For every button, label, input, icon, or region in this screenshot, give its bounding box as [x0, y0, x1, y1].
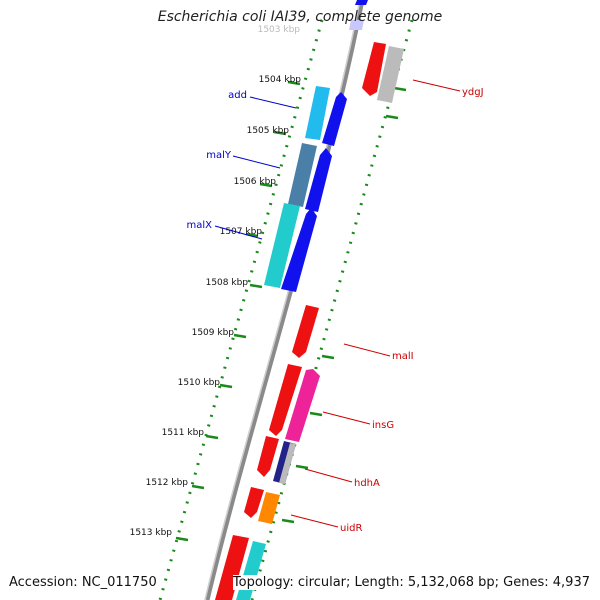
- scale-label-1508: 1508 kbp: [206, 278, 249, 288]
- gene-connectors-left: [214, 96, 297, 240]
- gene-label-malX[interactable]: malX: [187, 220, 213, 231]
- scale-label-1513: 1513 kbp: [130, 528, 173, 538]
- gene-feature-gray-ydgJ[interactable]: [377, 46, 404, 103]
- gene-feature-blue-3[interactable]: [281, 208, 317, 292]
- genome-backbone: [204, 0, 365, 600]
- gene-label-insG[interactable]: insG: [372, 420, 394, 431]
- gene-feature-malY[interactable]: [288, 143, 317, 207]
- gene-label-malY[interactable]: malY: [206, 150, 232, 161]
- gene-feature-insG[interactable]: [285, 369, 320, 442]
- gene-label-malI[interactable]: malI: [392, 351, 414, 362]
- gene-feature-red-4[interactable]: [244, 487, 264, 518]
- gene-feature-red-2[interactable]: [269, 364, 302, 436]
- gene-feature-uidR[interactable]: [258, 492, 280, 524]
- gene-feature-blue-1[interactable]: [322, 92, 347, 146]
- gene-feature-red-5[interactable]: [215, 535, 249, 600]
- gene-feature-top-blue[interactable]: [355, 0, 368, 5]
- gene-label-uidR[interactable]: uidR: [340, 523, 362, 534]
- scale-label-1503: 1503 kbp: [258, 25, 301, 35]
- scale-label-1511: 1511 kbp: [162, 428, 205, 438]
- inner-dotted-track: [158, 19, 324, 600]
- scale-label-1510: 1510 kbp: [178, 378, 221, 388]
- gene-feature-red-1[interactable]: [362, 42, 386, 96]
- gene-connectors-right: [290, 79, 461, 528]
- gene-feature-blue-2[interactable]: [305, 148, 332, 212]
- gene-label-add[interactable]: add: [228, 90, 247, 101]
- gene-label-ydgJ[interactable]: ydgJ: [462, 87, 484, 98]
- scale-label-1507: 1507 kbp: [220, 227, 263, 237]
- gene-feature-malX[interactable]: [264, 203, 300, 288]
- gene-feature-top-light[interactable]: [349, 20, 364, 30]
- gene-label-hdhA[interactable]: hdhA: [354, 478, 380, 489]
- gene-feature-red-3[interactable]: [257, 436, 279, 477]
- outer-dotted-track: [250, 19, 414, 600]
- gene-feature-malI[interactable]: [292, 305, 319, 358]
- genome-title: Escherichia coli IAI39, complete genome: [157, 9, 443, 25]
- gene-feature-add[interactable]: [305, 86, 330, 140]
- scale-label-1505: 1505 kbp: [247, 126, 290, 136]
- gene-feature-hdhA-gray[interactable]: [279, 443, 296, 484]
- scale-label-1509: 1509 kbp: [192, 328, 235, 338]
- scale-label-1506: 1506 kbp: [234, 177, 277, 187]
- scale-label-1512: 1512 kbp: [146, 478, 189, 488]
- genome-backbone-highlight: [204, 0, 361, 600]
- scale-label-1504: 1504 kbp: [259, 75, 302, 85]
- scale-labels: 1503 kbp 1504 kbp 1505 kbp 1506 kbp 1507…: [130, 25, 302, 538]
- accession-text: Accession: NC_011750: [9, 575, 157, 590]
- topology-text: Topology: circular; Length: 5,132,068 bp…: [232, 575, 590, 590]
- scale-ticks: [175, 80, 407, 542]
